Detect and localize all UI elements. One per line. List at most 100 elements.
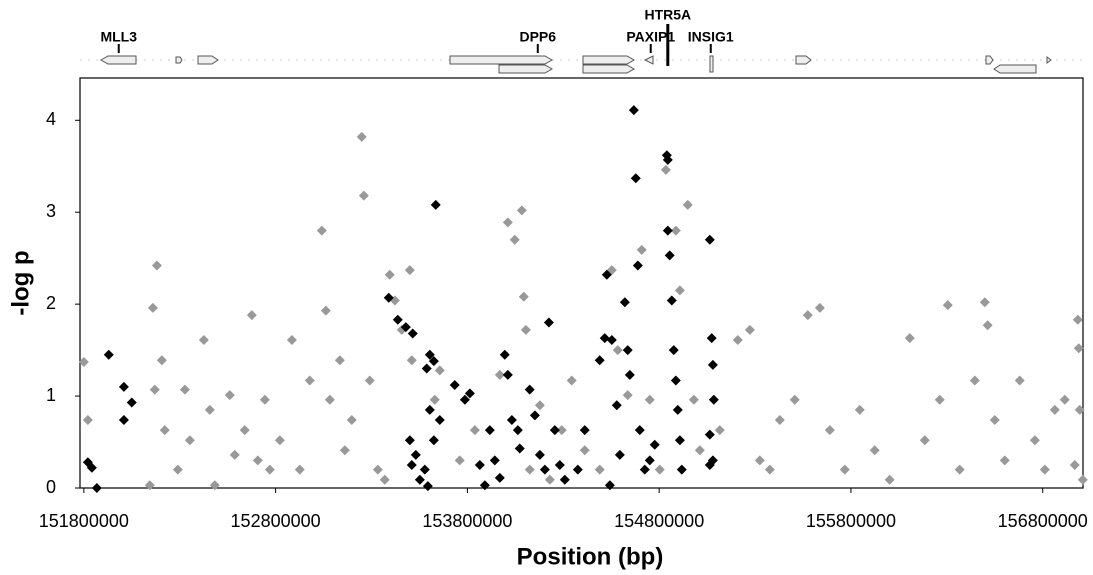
point [670, 375, 681, 386]
point [494, 369, 505, 380]
point [1059, 394, 1070, 405]
point [706, 333, 717, 344]
gene-label: DPP6 [519, 29, 556, 45]
point [429, 394, 440, 405]
gene-shape [709, 55, 714, 73]
point [628, 105, 639, 116]
point [814, 302, 825, 313]
point [604, 480, 615, 491]
gene-shape [582, 55, 636, 65]
point [636, 244, 647, 255]
gene-shape [582, 64, 636, 74]
point [320, 305, 331, 316]
point [668, 345, 679, 356]
point [324, 394, 335, 405]
point [407, 328, 418, 339]
point [688, 394, 699, 405]
x-tick-label: 152800000 [231, 511, 321, 531]
point [469, 425, 480, 436]
y-tick-label: 2 [46, 293, 56, 313]
point [694, 445, 705, 456]
point [919, 435, 930, 446]
point [824, 425, 835, 436]
point [246, 310, 257, 321]
point [516, 205, 527, 216]
point [1073, 343, 1084, 354]
point [421, 363, 432, 374]
point [454, 455, 465, 466]
point [1074, 404, 1085, 415]
point [707, 455, 718, 466]
point [509, 234, 520, 245]
x-tick-label: 155800000 [806, 511, 896, 531]
point [942, 300, 953, 311]
point [1029, 435, 1040, 446]
point [644, 455, 655, 466]
point [422, 481, 433, 492]
point [404, 435, 415, 446]
point [634, 425, 645, 436]
point [151, 260, 162, 271]
point [424, 404, 435, 415]
point [358, 190, 369, 201]
point [149, 384, 160, 395]
point [614, 449, 625, 460]
gene-shape [985, 55, 994, 65]
point [999, 455, 1010, 466]
point [672, 404, 683, 415]
point [1014, 375, 1025, 386]
point [499, 349, 510, 360]
point [884, 474, 895, 485]
point [572, 464, 583, 475]
point [1049, 404, 1060, 415]
point [512, 425, 523, 436]
point [379, 474, 390, 485]
point [184, 435, 195, 446]
point [489, 455, 500, 466]
point [520, 324, 531, 335]
point [969, 375, 980, 386]
point [502, 369, 513, 380]
point [989, 414, 1000, 425]
point [428, 356, 439, 367]
gene-label: INSIG1 [688, 29, 734, 45]
point [594, 464, 605, 475]
point [118, 381, 129, 392]
point [854, 404, 865, 415]
point [259, 394, 270, 405]
point [147, 302, 158, 313]
point [406, 355, 417, 366]
gene-shape [449, 55, 554, 65]
point [316, 225, 327, 236]
gene-shape [175, 56, 183, 64]
point [674, 285, 685, 296]
point [364, 375, 375, 386]
point [424, 349, 435, 360]
point [579, 425, 590, 436]
point [449, 380, 460, 391]
point [419, 464, 430, 475]
point [982, 320, 993, 331]
point [264, 464, 275, 475]
point [252, 455, 263, 466]
point [707, 359, 718, 370]
point [579, 445, 590, 456]
point [82, 414, 93, 425]
point [172, 464, 183, 475]
point [676, 464, 687, 475]
point [126, 397, 137, 408]
point [764, 464, 775, 475]
point [414, 474, 425, 485]
gene-shape [993, 64, 1037, 74]
x-tick-label: 156800000 [998, 511, 1088, 531]
y-axis-title: -log p [7, 250, 34, 315]
point [599, 333, 610, 344]
point [704, 234, 715, 245]
gene-shape [795, 55, 812, 65]
point [494, 472, 505, 483]
point [622, 390, 633, 401]
point [662, 154, 673, 165]
point [606, 334, 617, 345]
x-axis-title: Position (bp) [517, 543, 664, 570]
point [1072, 314, 1083, 325]
